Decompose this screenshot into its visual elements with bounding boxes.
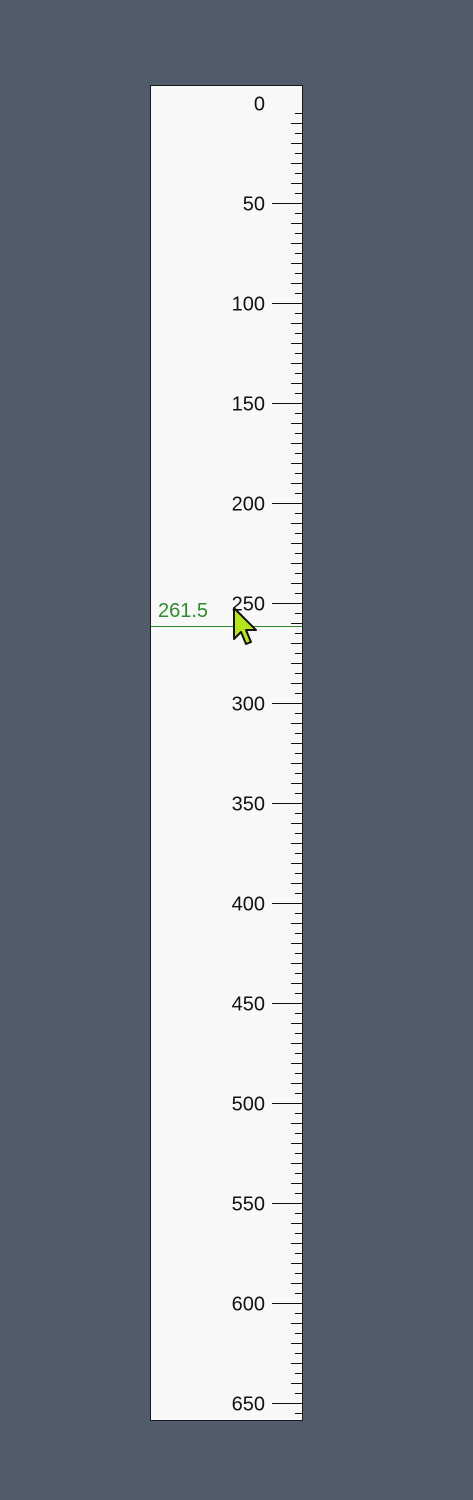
tick-label: 600 (232, 1294, 265, 1316)
tick-label: 550 (232, 1194, 265, 1216)
tick-label: 150 (232, 394, 265, 416)
tick-label: 400 (232, 894, 265, 916)
tick-label: 100 (232, 294, 265, 316)
guide-line[interactable] (151, 626, 302, 627)
tick-label: 650 (232, 1394, 265, 1416)
tick-label: 0 (254, 94, 265, 116)
vertical-ruler[interactable]: 0 50 100 150 200 250 300 350 400 450 500 550 600 650 … (150, 85, 303, 1421)
tick-label: 50 (243, 194, 265, 216)
tick-label: 500 (232, 1094, 265, 1116)
mouse-cursor-icon (232, 606, 260, 648)
tick-label: 200 (232, 494, 265, 516)
tick-label: 250 (232, 594, 265, 616)
tick-label: 450 (232, 994, 265, 1016)
guide-value-label: 261.5 (158, 600, 209, 622)
tick-label: 350 (232, 794, 265, 816)
ruler-scale: 0 50 100 150 200 250 300 350 400 450 500 550 600 650 (232, 94, 302, 1416)
tick-label: 300 (232, 694, 265, 716)
